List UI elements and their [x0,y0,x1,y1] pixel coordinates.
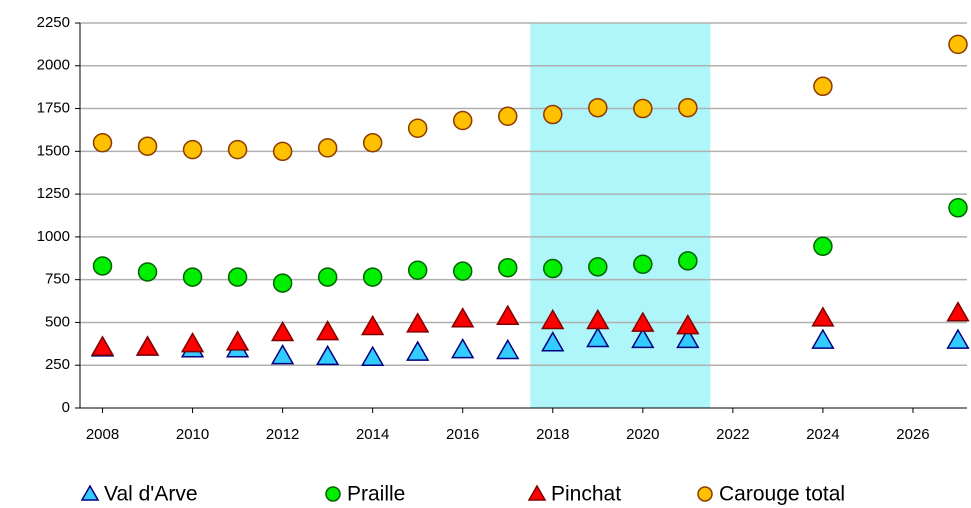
legend-marker [527,484,547,501]
marker [227,267,248,287]
marker [182,139,203,160]
marker [631,311,655,332]
x-tick-label: 2020 [626,426,659,443]
marker [633,254,653,275]
marker [452,110,473,131]
marker [588,257,608,277]
marker [92,133,113,153]
marker [451,337,475,359]
y-tick-label: 1750 [37,100,70,117]
marker [361,345,385,367]
marker [541,331,565,352]
marker [811,328,835,349]
marker [135,335,160,356]
marker [270,343,295,365]
marker [678,97,698,118]
marker [317,267,338,287]
legend-label: Pinchat [551,483,621,506]
marker [406,312,430,333]
marker [541,308,565,330]
marker [182,267,203,287]
marker [361,314,385,336]
x-tick-label: 2014 [356,426,389,443]
marker [407,118,428,138]
marker [315,344,340,366]
marker [543,258,563,279]
marker [948,34,968,55]
marker [452,261,473,281]
legend-marker [697,486,713,502]
marker [811,306,835,327]
marker [948,198,968,218]
y-tick-label: 2000 [37,57,70,74]
marker [543,104,563,125]
marker [946,328,970,349]
y-tick-label: 0 [62,399,70,416]
marker [676,314,700,335]
y-tick-label: 1000 [37,228,70,245]
marker [497,106,518,127]
x-tick-label: 2016 [446,426,479,443]
legend-marker [80,484,100,501]
marker [406,340,430,361]
legend-label: Praille [347,483,405,506]
marker [633,98,653,119]
y-tick-label: 750 [45,271,70,288]
marker [137,136,158,156]
x-tick-label: 2012 [266,426,299,443]
y-tick-label: 500 [45,313,70,330]
x-tick-label: 2010 [176,426,209,443]
marker [631,327,655,349]
marker [586,326,610,348]
marker [180,331,205,353]
marker [362,267,383,287]
legend-label: Val d'Arve [104,483,198,506]
legend-marker [325,486,341,502]
marker [407,260,428,281]
marker [451,307,475,328]
marker [225,330,250,351]
marker [813,236,833,257]
x-tick-label: 2026 [896,426,929,443]
y-tick-label: 2250 [37,14,70,31]
y-tick-label: 1500 [37,142,70,159]
y-tick-label: 250 [45,356,70,373]
marker [588,97,608,118]
marker [315,319,340,341]
marker [496,304,520,325]
marker [676,327,700,349]
legend: Val d'Arve Praille Pinchat Carouge total [104,483,845,506]
x-tick-label: 2022 [716,426,749,443]
x-tick-label: 2008 [86,426,119,443]
marker [90,335,115,356]
marker [272,141,293,162]
y-tick-label: 1250 [37,185,70,202]
x-tick-label: 2018 [536,426,569,443]
x-tick-label: 2024 [806,426,839,443]
marker [272,273,293,293]
marker [270,320,295,342]
marker [497,257,518,278]
marker [317,138,338,158]
marker [813,76,833,97]
marker [137,262,158,282]
marker [227,139,248,160]
marker [496,338,520,360]
marker [946,301,970,322]
legend-label: Carouge total [719,483,845,506]
marker [586,308,610,330]
marker [92,256,113,276]
marker [362,133,383,153]
marker [678,251,698,271]
